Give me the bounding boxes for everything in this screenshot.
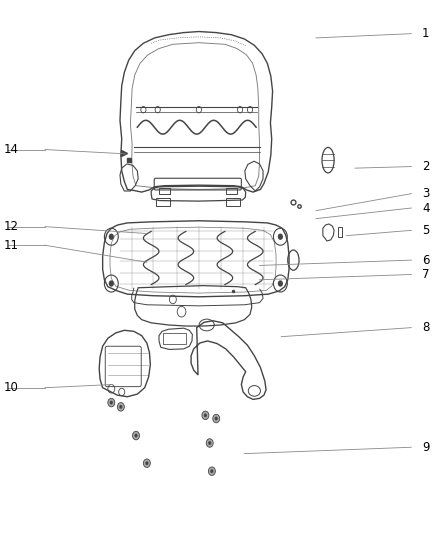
- Text: 14: 14: [4, 143, 19, 156]
- Circle shape: [278, 280, 283, 287]
- Circle shape: [133, 431, 139, 440]
- Text: 5: 5: [422, 224, 430, 237]
- Circle shape: [213, 414, 220, 423]
- Text: 2: 2: [422, 160, 430, 173]
- Text: 7: 7: [422, 268, 430, 281]
- Circle shape: [117, 402, 124, 411]
- Circle shape: [145, 461, 148, 465]
- Text: 9: 9: [422, 441, 430, 454]
- Circle shape: [109, 233, 114, 240]
- Circle shape: [108, 398, 115, 407]
- Circle shape: [208, 441, 211, 445]
- Text: 8: 8: [422, 321, 430, 334]
- Text: 11: 11: [4, 239, 19, 252]
- Bar: [226, 198, 240, 206]
- Text: 10: 10: [4, 381, 19, 394]
- Circle shape: [204, 414, 207, 417]
- Text: 6: 6: [422, 254, 430, 266]
- Text: 1: 1: [422, 27, 430, 40]
- Bar: [156, 198, 170, 206]
- Circle shape: [278, 233, 283, 240]
- Circle shape: [208, 467, 215, 475]
- Circle shape: [206, 439, 213, 447]
- Circle shape: [119, 405, 122, 409]
- Bar: [226, 188, 237, 194]
- Circle shape: [109, 280, 114, 287]
- Circle shape: [143, 459, 150, 467]
- Text: 12: 12: [4, 220, 19, 233]
- Circle shape: [134, 434, 138, 438]
- Circle shape: [202, 411, 209, 419]
- Text: 4: 4: [422, 201, 430, 214]
- Circle shape: [110, 401, 113, 405]
- Bar: [163, 334, 186, 344]
- Circle shape: [210, 469, 213, 473]
- Text: 3: 3: [422, 187, 430, 200]
- Bar: [338, 227, 342, 237]
- Circle shape: [215, 417, 218, 421]
- Bar: [159, 188, 170, 194]
